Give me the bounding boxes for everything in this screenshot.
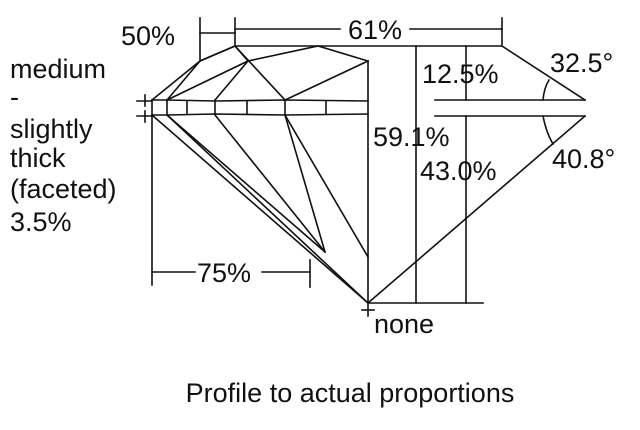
girdle-label: medium - slightly thick (faceted) 3.5%: [10, 54, 117, 237]
star-length-label: 50%: [121, 21, 175, 51]
culet-label: none: [374, 309, 434, 339]
crown-angle-label: 32.5°: [550, 48, 613, 78]
girdle-label-line: medium: [10, 54, 106, 84]
girdle-label-line: slightly: [10, 114, 93, 144]
pavilion-depth-label: 43.0%: [420, 156, 497, 186]
lower-half-label: 75%: [197, 258, 251, 288]
girdle-label-line: -: [10, 82, 19, 112]
girdle-label-line: 3.5%: [10, 207, 72, 237]
girdle-label-line: (faceted): [10, 174, 117, 204]
total-depth-label: 59.1%: [373, 122, 450, 152]
diamond-outline: [136, 17, 587, 317]
girdle-label-line: thick: [10, 143, 66, 173]
pavilion-angle-label: 40.8°: [552, 144, 615, 174]
crown-height-label: 12.5%: [422, 59, 499, 89]
table-label: 61%: [348, 15, 402, 45]
caption: Profile to actual proportions: [186, 378, 515, 408]
